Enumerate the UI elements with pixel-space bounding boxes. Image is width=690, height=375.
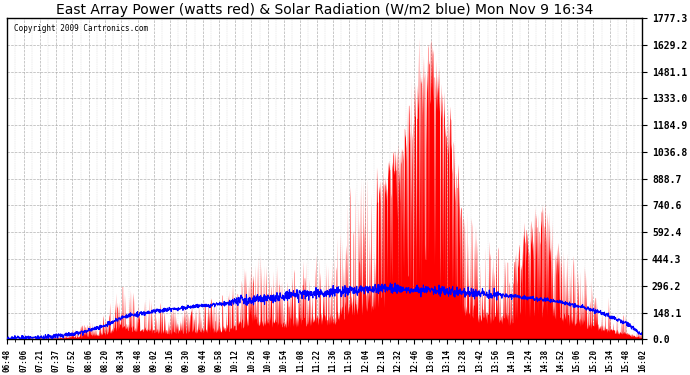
Title: East Array Power (watts red) & Solar Radiation (W/m2 blue) Mon Nov 9 16:34: East Array Power (watts red) & Solar Rad… bbox=[56, 3, 593, 17]
Text: Copyright 2009 Cartronics.com: Copyright 2009 Cartronics.com bbox=[14, 24, 148, 33]
